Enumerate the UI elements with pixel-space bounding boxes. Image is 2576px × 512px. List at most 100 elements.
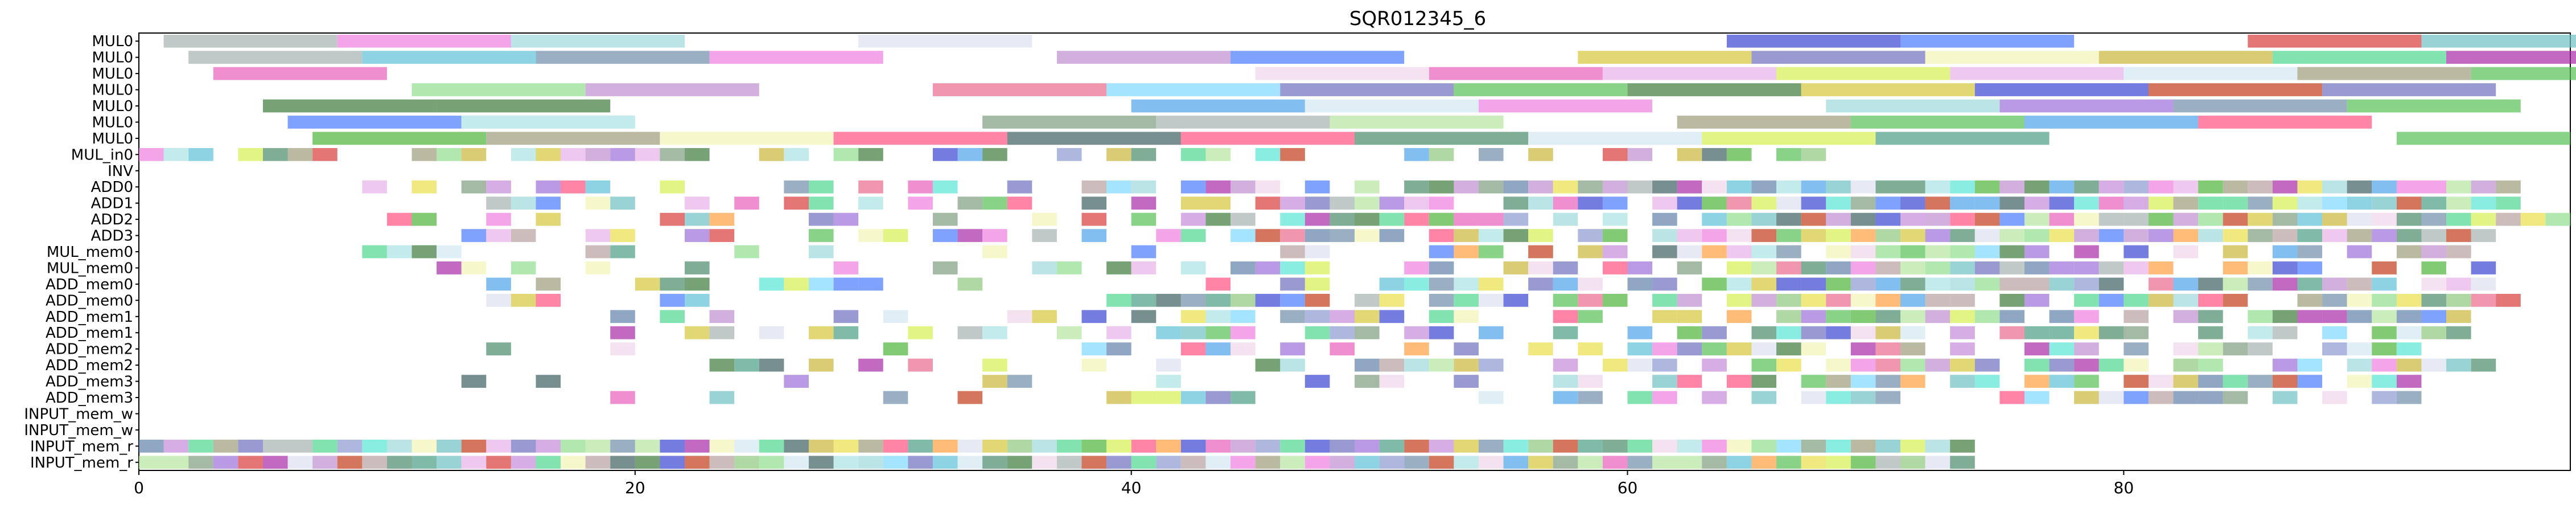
- gantt-bar: [2297, 293, 2323, 307]
- gantt-bar: [1801, 180, 1826, 194]
- gantt-bar: [337, 439, 363, 453]
- gantt-bar: [1578, 293, 1603, 307]
- gantt-bar: [2074, 326, 2099, 339]
- gantt-bar: [188, 51, 363, 64]
- gantt-bar: [957, 326, 983, 339]
- gantt-bar: [1776, 358, 1801, 372]
- gantt-bar: [1231, 456, 1256, 469]
- gantt-bar: [411, 148, 437, 161]
- gantt-bar: [2248, 196, 2273, 210]
- gantt-bar: [759, 326, 784, 339]
- gantt-bar: [808, 456, 834, 469]
- gantt-bar: [1850, 116, 2024, 129]
- gantt-bar: [2372, 180, 2397, 194]
- gantt-bar: [1900, 229, 1925, 242]
- gantt-bar: [957, 229, 983, 242]
- gantt-bar: [1726, 310, 1752, 323]
- gantt-bar: [1255, 293, 1281, 307]
- gantt-bar: [536, 439, 561, 453]
- gantt-bar: [2297, 375, 2323, 388]
- gantt-bar: [1454, 375, 1479, 388]
- gantt-bar: [1305, 456, 1330, 469]
- gantt-bar: [188, 456, 213, 469]
- gantt-bar: [1578, 51, 1752, 64]
- gantt-bar: [610, 391, 635, 404]
- gantt-bar: [1032, 439, 1057, 453]
- gantt-bar: [139, 456, 164, 469]
- gantt-bar: [486, 342, 511, 356]
- gantt-bar: [1850, 456, 1876, 469]
- gantt-bar: [1627, 456, 1653, 469]
- gantt-bar: [1106, 148, 1131, 161]
- gantt-bar: [1429, 229, 1454, 242]
- gantt-bar: [1974, 358, 2000, 372]
- gantt-bar: [1305, 310, 1330, 323]
- gantt-bar: [2124, 326, 2149, 339]
- gantt-bar: [1081, 196, 1107, 210]
- gantt-bar: [1801, 375, 1826, 388]
- gantt-bar: [238, 148, 263, 161]
- gantt-bar: [511, 229, 536, 242]
- gantt-bar: [1528, 180, 1553, 194]
- gantt-bar: [561, 439, 586, 453]
- gantt-bar: [1875, 326, 1901, 339]
- gantt-bar: [2049, 277, 2075, 291]
- gantt-bar: [734, 456, 759, 469]
- gantt-bar: [1974, 310, 2000, 323]
- gantt-bar: [858, 456, 883, 469]
- gantt-bar: [1677, 116, 1851, 129]
- y-tick-label: INPUT_mem_r: [30, 454, 133, 472]
- gantt-bar: [1751, 229, 1777, 242]
- gantt-bar: [1826, 456, 1851, 469]
- gantt-bar: [2421, 212, 2447, 226]
- gantt-bar: [1231, 326, 1256, 339]
- y-tick-label: MUL0: [92, 82, 134, 99]
- x-tick-label: 40: [1121, 478, 1142, 497]
- y-tick-label: ADD2: [91, 211, 133, 228]
- gantt-bar: [1776, 180, 1801, 194]
- gantt-bar: [1528, 277, 1553, 291]
- gantt-bar: [536, 196, 561, 210]
- gantt-bar: [1950, 326, 1975, 339]
- gantt-bar: [1826, 391, 1851, 404]
- gantt-bar: [2272, 277, 2298, 291]
- gantt-bar: [908, 196, 933, 210]
- gantt-bar: [1826, 310, 1851, 323]
- gantt-bar: [1925, 456, 1950, 469]
- gantt-bar: [1032, 229, 1057, 242]
- gantt-bar: [1850, 326, 1876, 339]
- gantt-bar: [1925, 229, 1950, 242]
- gantt-bar: [163, 34, 338, 48]
- gantt-bar: [1578, 456, 1603, 469]
- gantt-bar: [1280, 342, 1305, 356]
- gantt-bar: [1627, 439, 1653, 453]
- gantt-bar: [1404, 148, 1429, 161]
- gantt-bar: [411, 245, 437, 259]
- gantt-bar: [1081, 229, 1107, 242]
- gantt-bar: [1379, 229, 1405, 242]
- gantt-bar: [1900, 326, 1925, 339]
- gantt-bar: [1156, 358, 1181, 372]
- gantt-bar: [932, 212, 958, 226]
- gantt-bar: [709, 212, 735, 226]
- gantt-bar: [213, 456, 238, 469]
- gantt-bar: [1850, 439, 1876, 453]
- gantt-bar: [1231, 229, 1256, 242]
- gantt-bar: [362, 439, 387, 453]
- gantt-bar: [2297, 180, 2323, 194]
- x-tick-label: 0: [134, 478, 144, 497]
- gantt-bar: [1081, 439, 1107, 453]
- gantt-bar: [908, 439, 933, 453]
- y-tick-label: MUL_mem0: [47, 260, 133, 277]
- gantt-bar: [2396, 229, 2422, 242]
- gantt-bar: [2074, 358, 2099, 372]
- gantt-bar: [1429, 439, 1454, 453]
- gantt-bar: [188, 148, 213, 161]
- gantt-bar: [1255, 67, 1429, 80]
- gantt-bar: [1850, 196, 1876, 210]
- gantt-bar: [2421, 261, 2447, 275]
- gantt-bar: [486, 229, 511, 242]
- gantt-bar: [1652, 180, 1677, 194]
- gantt-bar: [1355, 293, 1380, 307]
- y-tick-label: ADD1: [91, 195, 133, 212]
